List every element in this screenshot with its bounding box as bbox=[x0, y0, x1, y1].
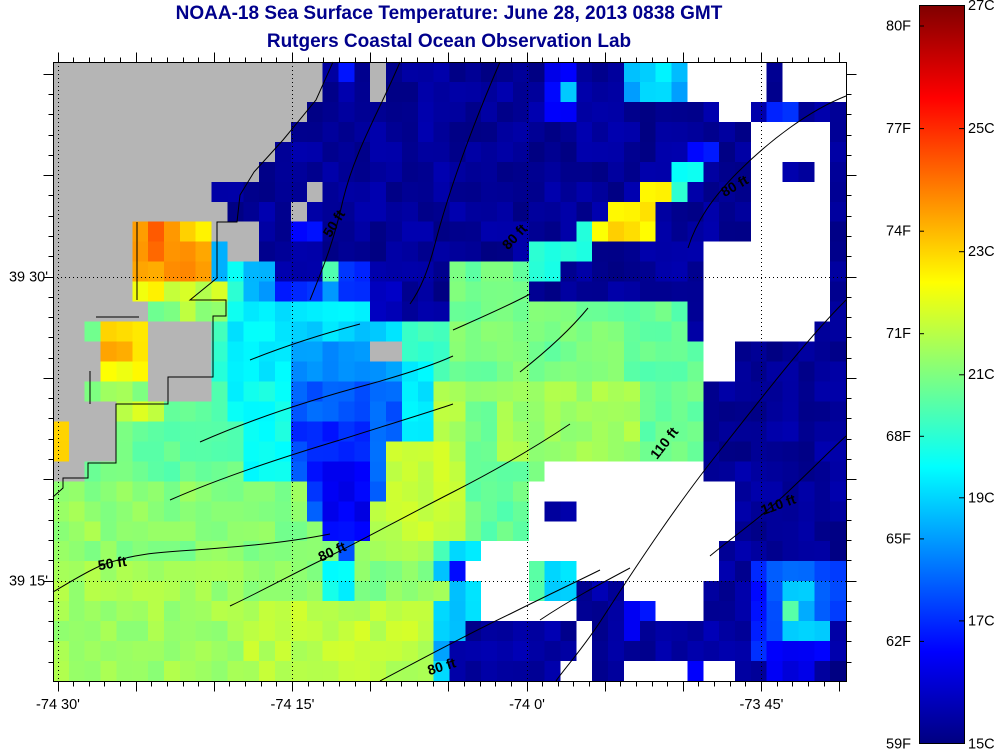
svg-text:19C: 19C bbox=[968, 490, 995, 506]
svg-text:80F: 80F bbox=[886, 19, 911, 35]
svg-text:39 15': 39 15' bbox=[9, 574, 48, 590]
svg-text:74F: 74F bbox=[886, 224, 911, 240]
svg-text:59F: 59F bbox=[886, 737, 911, 753]
svg-text:23C: 23C bbox=[968, 244, 995, 260]
svg-text:65F: 65F bbox=[886, 531, 911, 547]
svg-text:39 30': 39 30' bbox=[9, 270, 48, 286]
svg-text:62F: 62F bbox=[886, 634, 911, 650]
svg-text:Rutgers Coastal Ocean Observat: Rutgers Coastal Ocean Observation Lab bbox=[267, 31, 631, 52]
svg-text:77F: 77F bbox=[886, 121, 911, 137]
svg-text:-74 30': -74 30' bbox=[36, 697, 80, 713]
svg-text:17C: 17C bbox=[968, 613, 995, 629]
svg-text:27C: 27C bbox=[968, 0, 995, 14]
svg-text:21C: 21C bbox=[968, 367, 995, 383]
svg-text:15C: 15C bbox=[968, 737, 995, 753]
svg-text:25C: 25C bbox=[968, 121, 995, 137]
svg-text:-74 15': -74 15' bbox=[271, 697, 315, 713]
svg-text:68F: 68F bbox=[886, 429, 911, 445]
svg-text:50 ft: 50 ft bbox=[97, 553, 128, 573]
svg-text:-74 0': -74 0' bbox=[509, 697, 545, 713]
svg-text:71F: 71F bbox=[886, 326, 911, 342]
svg-text:NOAA-18 Sea Surface Temperatur: NOAA-18 Sea Surface Temperature: June 28… bbox=[176, 3, 723, 24]
svg-text:-73 45': -73 45' bbox=[740, 697, 784, 713]
